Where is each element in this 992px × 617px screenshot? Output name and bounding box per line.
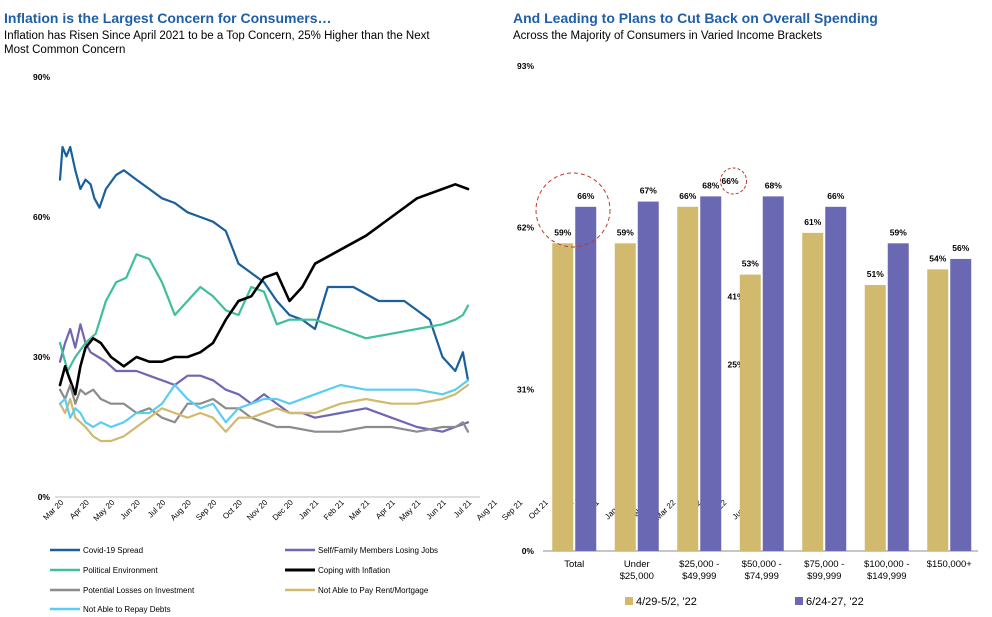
bar-bar_b [637, 201, 659, 551]
left-x-tick-label: Mar 21 [347, 498, 371, 522]
bar-bar_b [762, 196, 784, 551]
legend-swatch-bar_a [625, 597, 633, 605]
left-x-tick-label: Feb 21 [322, 498, 346, 522]
line-series-debts [58, 379, 470, 429]
legend-label-jobs: Self/Family Members Losing Jobs [318, 546, 438, 555]
left-x-tick-label: Sep 21 [500, 498, 525, 523]
bar-value-label: 61% [804, 217, 821, 227]
bar-value-label: 68% [702, 180, 719, 190]
left-y-tick-label: 90% [33, 72, 50, 82]
bar-value-label: 51% [867, 269, 884, 279]
right-chart-subtitle: Across the Majority of Consumers in Vari… [513, 30, 823, 42]
bar-bar_a [739, 274, 761, 551]
legend-label-rent: Not Able to Pay Rent/Mortgage [318, 586, 429, 595]
legend-label-covid: Covid-19 Spread [83, 546, 143, 555]
line-series-rent [58, 383, 470, 443]
end-label-political: 41% [728, 292, 745, 302]
bar-bar_a [802, 232, 824, 551]
left-x-tick-label: Apr 21 [374, 498, 397, 521]
end-label-covid: 25% [728, 359, 745, 369]
bar-value-label: 66% [577, 191, 594, 201]
bar-bar_b [825, 206, 847, 551]
category-label: $25,000 [620, 571, 654, 582]
category-label: $50,000 - [742, 559, 782, 570]
legend-label-investment: Potential Losses on Investment [83, 586, 195, 595]
line-series-political [58, 253, 470, 373]
left-x-tick-label: Nov 20 [245, 498, 270, 523]
bar-bar_a [927, 269, 949, 551]
right-y-tick-label: 31% [517, 384, 534, 394]
bar-bar_a [864, 285, 886, 551]
left-x-tick-label: May 21 [397, 498, 422, 523]
right-chart-title: And Leading to Plans to Cut Back on Over… [513, 10, 878, 26]
bar-bar_a [614, 243, 636, 551]
left-x-tick-label: Jul 20 [146, 498, 168, 520]
category-label: $149,999 [867, 571, 907, 582]
line-series-covid [58, 145, 470, 382]
right-y-tick-label: 62% [517, 223, 534, 233]
category-label: $25,000 - [679, 559, 719, 570]
left-x-tick-label: Aug 21 [475, 498, 500, 523]
category-label: $75,000 - [804, 559, 844, 570]
highlight-circle-right [535, 172, 611, 248]
bar-value-label: 54% [929, 253, 946, 263]
bar-value-label: 56% [952, 243, 969, 253]
category-label: $74,999 [745, 571, 779, 582]
end-label-inflation: 66% [722, 176, 739, 186]
category-label: $100,000 - [864, 559, 909, 570]
right-y-tick-label: 93% [517, 61, 534, 71]
line-series-inflation [58, 183, 470, 396]
legend-label-bar_a: 4/29-5/2, '22 [636, 596, 697, 608]
line-series-jobs [58, 323, 470, 433]
left-x-tick-label: Oct 20 [221, 498, 244, 521]
left-x-tick-label: Oct 21 [527, 498, 550, 521]
left-x-tick-label: Jan 21 [297, 498, 321, 522]
left-x-tick-label: Jun 21 [425, 498, 449, 522]
legend-label-debts: Not Able to Repay Debts [83, 605, 171, 614]
bar-value-label: 66% [827, 191, 844, 201]
bar-bar_a [552, 243, 574, 551]
bar-value-label: 59% [617, 227, 634, 237]
category-label: $99,999 [807, 571, 841, 582]
left-x-tick-label: Apr 20 [68, 498, 91, 521]
left-x-tick-label: May 20 [91, 498, 116, 523]
legend-label-political: Political Environment [83, 566, 158, 575]
bar-value-label: 59% [554, 227, 571, 237]
left-y-tick-label: 60% [33, 212, 50, 222]
bar-bar_b [575, 206, 597, 551]
bar-bar_b [887, 243, 909, 551]
left-y-tick-label: 30% [33, 352, 50, 362]
left-y-tick-label: 0% [38, 492, 51, 502]
category-label: $49,999 [682, 571, 716, 582]
bar-bar_b [700, 196, 722, 551]
bar-value-label: 67% [640, 186, 657, 196]
legend-swatch-bar_b [795, 597, 803, 605]
bar-bar_b [950, 258, 972, 551]
bar-value-label: 66% [679, 191, 696, 201]
left-chart-title: Inflation is the Largest Concern for Con… [4, 10, 332, 26]
left-x-tick-label: Sep 20 [194, 498, 219, 523]
line-series-investment [58, 383, 470, 433]
left-x-tick-label: Dec 20 [271, 498, 296, 523]
right-y-tick-label: 0% [522, 546, 535, 556]
left-x-tick-label: Aug 20 [169, 498, 194, 523]
left-x-tick-label: Jun 20 [119, 498, 143, 522]
category-label: $150,000+ [927, 559, 973, 570]
bar-value-label: 68% [765, 180, 782, 190]
category-label: Under [624, 559, 650, 570]
highlight-circle-left [720, 167, 747, 195]
legend-label-inflation: Coping with Inflation [318, 566, 390, 575]
bar-value-label: 59% [890, 227, 907, 237]
bar-bar_a [677, 206, 699, 551]
legend-label-bar_b: 6/24-27, '22 [806, 596, 864, 608]
bar-value-label: 53% [742, 259, 759, 269]
category-label: Total [564, 559, 584, 570]
left-x-tick-label: Jul 21 [452, 498, 474, 520]
left-chart-subtitle: Inflation has Risen Since April 2021 to … [4, 30, 430, 56]
